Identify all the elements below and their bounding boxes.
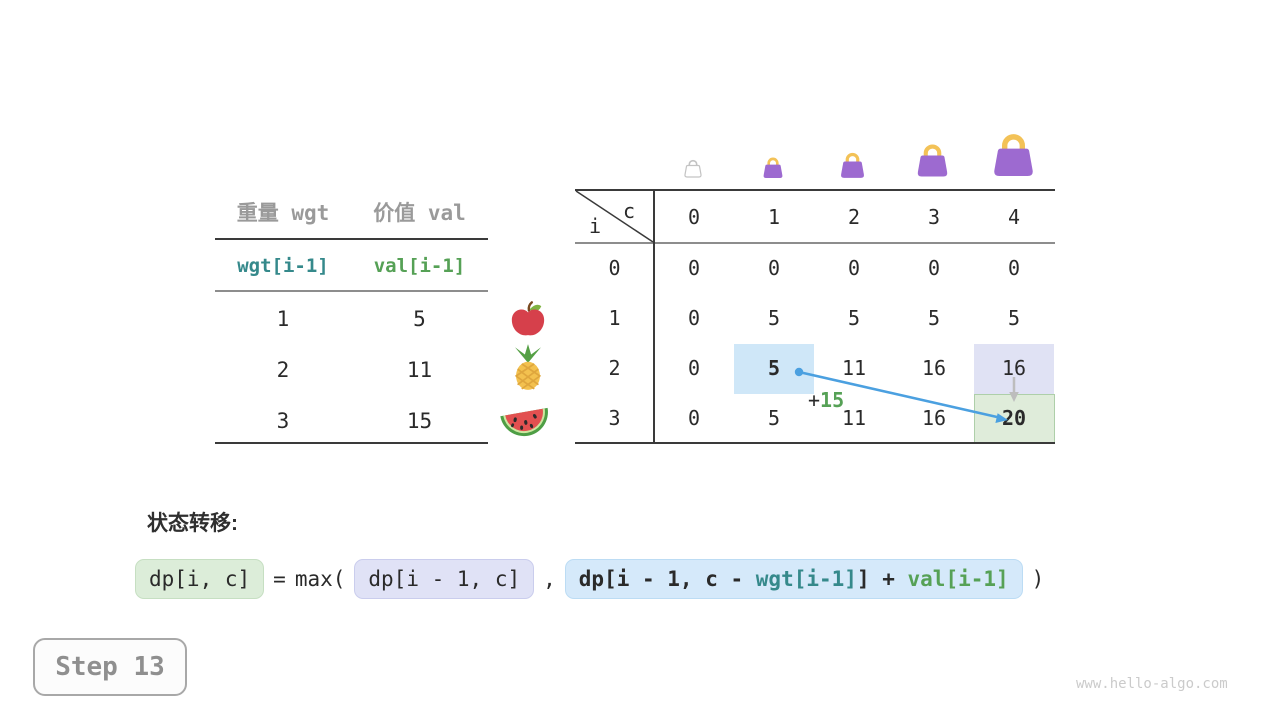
dp-row-header: 0 <box>608 256 621 280</box>
dp-cell-1-4: 5 <box>1007 306 1021 330</box>
watermelon-icon <box>497 396 553 442</box>
item-row-1-value: 5 <box>413 307 426 331</box>
formula-arg1-chip: dp[i - 1, c] <box>354 559 535 599</box>
dp-cell-1-1: 5 <box>767 306 781 330</box>
dp-table-top-rule <box>575 189 1055 191</box>
dp-row-headers: 0 1 2 3 <box>575 243 654 443</box>
dp-cell-2-4: 16 <box>1001 356 1027 380</box>
dp-cells: 0 0 0 0 0 0 5 5 5 5 0 5 11 16 16 0 5 11 … <box>654 243 1054 443</box>
formula-val-term: val[i-1] <box>907 567 1009 591</box>
dp-cell-0-2: 0 <box>847 256 861 280</box>
dp-col-header: 4 <box>1007 205 1021 229</box>
dp-cell-3-3: 16 <box>921 406 947 430</box>
formula-close-paren: ) <box>1031 567 1045 591</box>
formula-arg2-chip: dp[i - 1, c - wgt[i-1]] + val[i-1] <box>564 559 1023 599</box>
dp-col-header: 0 <box>687 205 701 229</box>
items-table-bottom-rule <box>215 442 488 444</box>
formula-lhs-chip: dp[i, c] <box>135 559 265 599</box>
dp-corner-col-label: c <box>622 199 636 223</box>
items-table-header-value: 价值 val <box>373 201 466 225</box>
dp-cell-2-1: 5 <box>767 356 781 380</box>
bag-icon-4 <box>991 131 1036 178</box>
dp-cell-0-1: 0 <box>767 256 781 280</box>
item-row-2-weight: 2 <box>276 358 290 382</box>
item-row-3-weight: 3 <box>276 409 290 433</box>
dp-table-vertical-rule <box>653 189 655 444</box>
dp-corner-row-label: i <box>588 214 602 238</box>
dp-cell-1-2: 5 <box>847 306 861 330</box>
transition-add-label: +15 <box>808 388 845 412</box>
plus-sign: + <box>808 388 821 412</box>
item-row-3-value: 15 <box>406 409 433 433</box>
pineapple-icon <box>503 342 553 392</box>
dp-col-headers: 0 1 2 3 4 <box>654 192 1054 242</box>
dp-row-header: 2 <box>608 356 621 380</box>
items-table-header-weight: 重量 wgt <box>236 201 330 225</box>
dp-cell-3-0: 0 <box>687 406 701 430</box>
dp-col-header: 1 <box>767 205 781 229</box>
dp-cell-2-2: 11 <box>841 356 867 380</box>
items-table-mid-rule <box>215 290 488 292</box>
dp-cell-0-4: 0 <box>1007 256 1021 280</box>
item-row-2-value: 11 <box>406 358 433 382</box>
formula-wgt-term: wgt[i-1] <box>755 567 857 591</box>
apple-icon <box>509 300 547 338</box>
dp-cell-3-1: 5 <box>767 406 781 430</box>
watermark: www.hello-algo.com <box>1076 676 1228 692</box>
step-indicator-button[interactable]: Step 13 <box>33 638 187 696</box>
dp-cell-0-0: 0 <box>687 256 701 280</box>
formula-max-open: max( <box>294 567 346 591</box>
bag-icon-3 <box>915 142 950 178</box>
item-row-1-weight: 1 <box>276 307 290 331</box>
bag-icon-2 <box>839 151 866 179</box>
dp-cell-1-0: 0 <box>687 306 701 330</box>
dp-table-bottom-rule <box>575 442 1055 444</box>
bag-icon-1 <box>762 156 784 179</box>
dp-cell-0-3: 0 <box>927 256 941 280</box>
state-transition-heading: 状态转移: <box>147 512 238 535</box>
dp-cell-2-3: 16 <box>921 356 947 380</box>
dp-col-header: 2 <box>847 205 861 229</box>
items-table-index-val: val[i-1] <box>373 255 466 277</box>
state-transition-formula: dp[i, c] = max( dp[i - 1, c] , dp[i - 1,… <box>135 559 1044 599</box>
empty-bag-icon <box>684 158 702 178</box>
dp-table-header-rule <box>575 242 1055 244</box>
dp-cell-3-4: 20 <box>1001 406 1027 430</box>
items-table-top-rule <box>215 238 488 240</box>
dp-col-header: 3 <box>927 205 941 229</box>
formula-comma: , <box>543 567 556 591</box>
formula-equals: = <box>273 567 286 591</box>
dp-row-header: 1 <box>608 306 621 330</box>
dp-cell-1-3: 5 <box>927 306 941 330</box>
items-table-index-wgt: wgt[i-1] <box>237 255 329 277</box>
dp-cell-2-0: 0 <box>687 356 701 380</box>
dp-row-header: 3 <box>608 406 621 430</box>
